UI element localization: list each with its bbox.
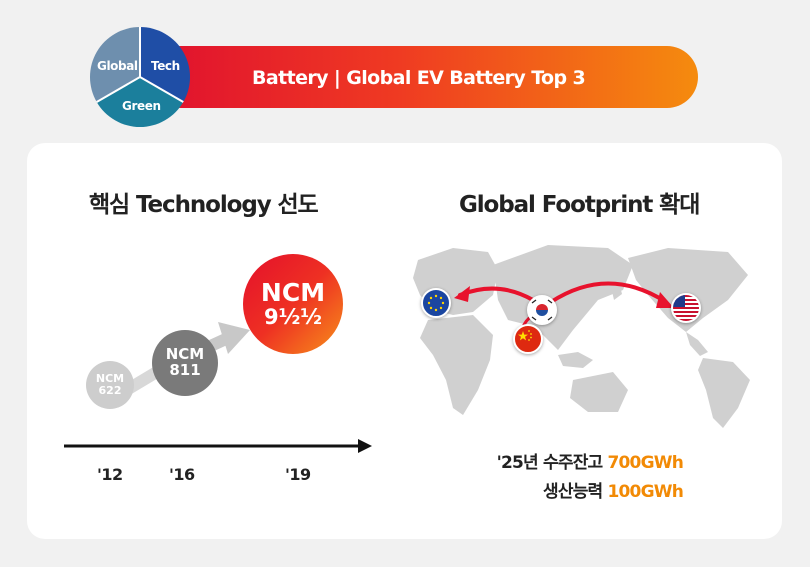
china-flag-icon [513,324,543,354]
year-2016: '16 [169,465,195,484]
global-tech-green-pie-icon [90,27,190,127]
pie-segment-green [96,77,184,127]
ncm622-line1: NCM [95,372,125,386]
ncm622-circle: NCM 622 [86,361,134,409]
korea-flag-icon [527,295,557,325]
ncm811-line1: NCM [165,345,205,364]
ncm811-line2: 811 [169,361,201,379]
pie-label-green: Green [122,99,161,113]
content-card [27,143,782,539]
ncm9-circle: NCM 9½½ [243,254,343,354]
usa-flag-icon [671,293,701,323]
year-2019: '19 [285,465,311,484]
pie-label-global: Global [97,59,138,73]
footprint-heading: Global Footprint 확대 [459,192,700,218]
ncm9-line1: NCM [260,277,326,307]
timeline-arrow [64,439,372,453]
eu-flag-icon [421,288,451,318]
order-backlog-value: 700GWh [607,453,684,473]
ncm9-line2: 9½½ [263,305,323,330]
title-banner [150,46,698,108]
world-map-icon [413,245,750,428]
technology-heading: 핵심 Technology 선도 [89,192,319,218]
order-backlog-label: '25년 수주잔고 [496,453,608,473]
ncm811-circle: NCM 811 [152,330,218,396]
banner-title: Battery | Global EV Battery Top 3 [252,67,586,89]
order-backlog-stat: '25년 수주잔고 700GWh [462,448,684,473]
capacity-stat: 생산능력 100GWh [462,477,684,502]
pie-label-tech: Tech [151,59,180,73]
capacity-value: 100GWh [607,482,684,502]
ncm622-line2: 622 [98,384,122,397]
year-2012: '12 [97,465,123,484]
capacity-label: 생산능력 [543,482,608,502]
